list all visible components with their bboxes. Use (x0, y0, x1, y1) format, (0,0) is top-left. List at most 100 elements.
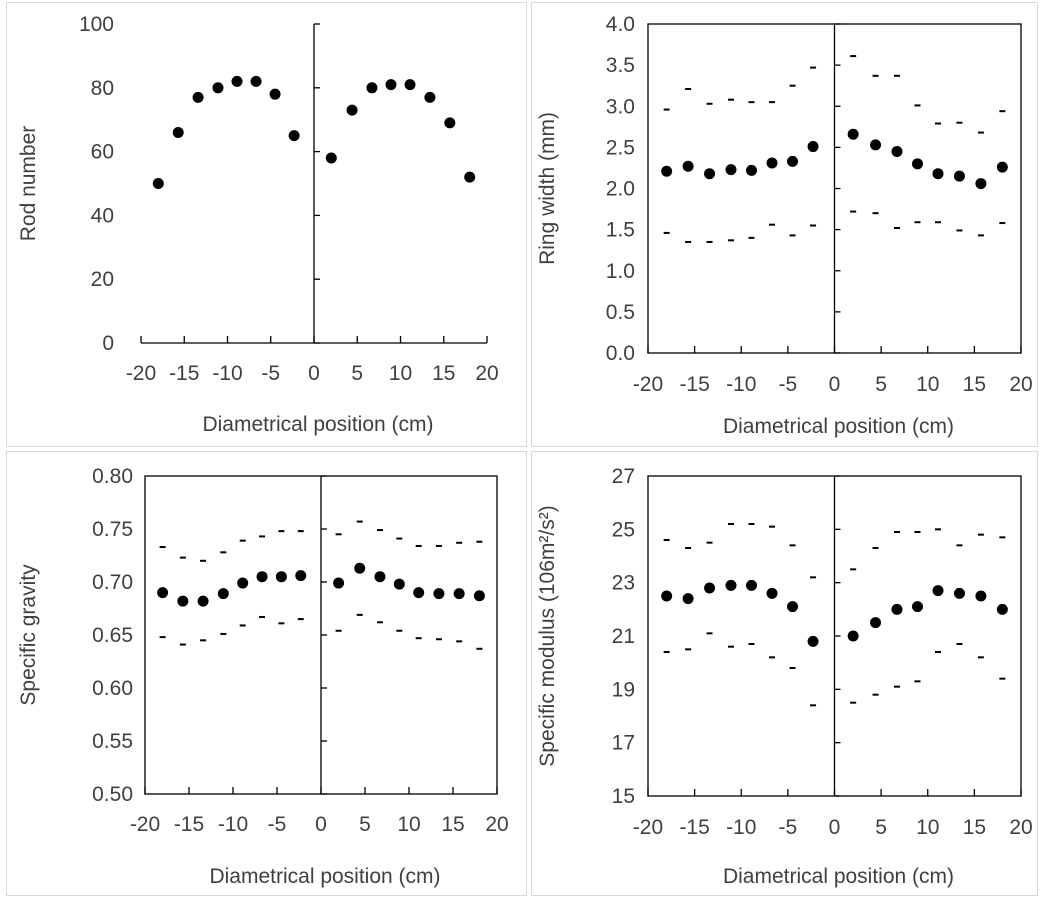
x-tick-label: -5 (268, 813, 287, 836)
data-point (787, 155, 799, 167)
x-tick-label: 20 (1009, 373, 1032, 396)
data-point (192, 91, 204, 103)
data-point (217, 588, 229, 600)
data-point (911, 601, 923, 613)
data-point (366, 82, 378, 94)
x-tick-label: -10 (218, 813, 248, 836)
data-point (453, 588, 465, 600)
data-point (870, 617, 882, 629)
y-tick-label: 80 (91, 77, 114, 100)
data-point (870, 139, 882, 151)
x-axis-label: Diametrical position (cm) (723, 865, 954, 888)
x-tick-label: 5 (351, 362, 363, 385)
data-point (354, 562, 366, 574)
data-point (746, 579, 758, 591)
data-point (787, 601, 799, 613)
y-tick-label: 0.55 (92, 730, 133, 753)
data-point (473, 590, 485, 602)
data-point (725, 164, 737, 176)
data-point (661, 590, 673, 602)
x-tick-label: 0 (308, 362, 320, 385)
data-point (725, 579, 737, 591)
data-point (393, 578, 405, 590)
x-tick-label: -20 (126, 362, 156, 385)
x-tick-label: 5 (875, 373, 887, 396)
data-point (975, 590, 987, 602)
data-point (975, 178, 987, 190)
x-tick-label: 15 (432, 362, 455, 385)
x-tick-label: 15 (963, 816, 986, 839)
y-tick-label: 2.0 (606, 178, 635, 201)
data-point (333, 577, 345, 589)
y-tick-label: 2.5 (606, 136, 635, 159)
data-point (464, 171, 476, 183)
y-tick-label: 23 (612, 572, 635, 595)
data-point (953, 170, 965, 182)
chart-svg: 0 20 40 60 80 100 -20 -15 -10 -5 0 5 10 15 20 Diametric… (17, 13, 499, 436)
data-point (237, 577, 249, 589)
chart-panel-specific-gravity: 0.50 0.55 0.60 0.65 0.70 0.75 0.80 -20 -15 -10 -5 0… (6, 451, 527, 896)
data-point (766, 157, 778, 169)
x-tick-label: -10 (726, 373, 756, 396)
x-axis-label: Diametrical position (cm) (202, 413, 433, 436)
y-axis-label: Ring width (mm) (536, 112, 559, 265)
x-axis-label: Diametrical position (cm) (723, 415, 954, 438)
data-point (847, 128, 859, 140)
x-tick-label: 15 (963, 373, 986, 396)
y-tick-label: 100 (79, 13, 114, 36)
data-point (433, 588, 445, 600)
data-point (932, 168, 944, 180)
chart-panel-rod-number: 0 20 40 60 80 100 -20 -15 -10 -5 0 5 10 15 20 Diametric… (6, 2, 527, 447)
x-tick-label: -5 (779, 373, 798, 396)
x-tick-label: 0 (829, 816, 841, 839)
y-tick-label: 4.0 (606, 13, 635, 36)
y-tick-label: 21 (612, 625, 635, 648)
y-tick-label: 0.60 (92, 677, 133, 700)
data-point (269, 88, 281, 100)
x-tick-label: -5 (779, 816, 798, 839)
x-tick-label: 10 (397, 813, 420, 836)
x-tick-label: -10 (726, 816, 756, 839)
y-tick-label: 0.50 (92, 783, 133, 806)
x-tick-label: -10 (212, 362, 242, 385)
y-axis-label: Specific modulus (106m²/s²) (536, 505, 559, 766)
data-point (212, 82, 224, 94)
data-point (152, 178, 164, 189)
x-tick-label: 10 (389, 362, 412, 385)
x-tick-label: -15 (169, 362, 199, 385)
data-point (807, 141, 819, 153)
data-point (172, 126, 184, 138)
data-point (682, 160, 694, 172)
data-point (295, 570, 307, 582)
chart-svg: 0.0 0.5 1.0 1.5 2.0 2.5 3.0 3.5 4.0 -20 -15 -10 -5 0 5… (536, 13, 1033, 438)
y-tick-label: 0.65 (92, 624, 133, 647)
y-tick-label: 40 (91, 204, 114, 227)
data-point (288, 130, 300, 142)
chart-svg: 15 17 19 21 23 25 27 -20 -15 -10 -5 0 5 10 15 20 Diametr… (536, 465, 1033, 888)
y-tick-label: 60 (91, 141, 114, 164)
x-tick-label: 15 (441, 813, 464, 836)
data-point (807, 635, 819, 647)
data-point (661, 165, 673, 177)
x-tick-label: 20 (485, 813, 508, 836)
data-point (385, 79, 397, 91)
y-tick-label: 1.5 (606, 219, 635, 242)
x-tick-label: 0 (829, 373, 841, 396)
data-point (177, 595, 189, 607)
chart-svg: 0.50 0.55 0.60 0.65 0.70 0.75 0.80 -20 -15 -10 -5 0… (17, 465, 509, 888)
data-point (404, 79, 416, 91)
data-point (231, 75, 243, 87)
data-point (250, 75, 262, 87)
y-tick-label: 15 (612, 785, 635, 808)
x-tick-label: 0 (315, 813, 327, 836)
y-tick-label: 25 (612, 518, 635, 541)
data-point (996, 603, 1008, 615)
data-point (996, 161, 1008, 173)
data-point (891, 145, 903, 157)
data-point (256, 571, 268, 583)
chart-panel-ring-width: 0.0 0.5 1.0 1.5 2.0 2.5 3.0 3.5 4.0 -20 -15 -10 -5 0 5… (531, 2, 1038, 447)
x-tick-label: -15 (679, 816, 709, 839)
data-point (413, 587, 425, 599)
y-tick-label: 3.5 (606, 54, 635, 77)
data-point (374, 571, 386, 583)
